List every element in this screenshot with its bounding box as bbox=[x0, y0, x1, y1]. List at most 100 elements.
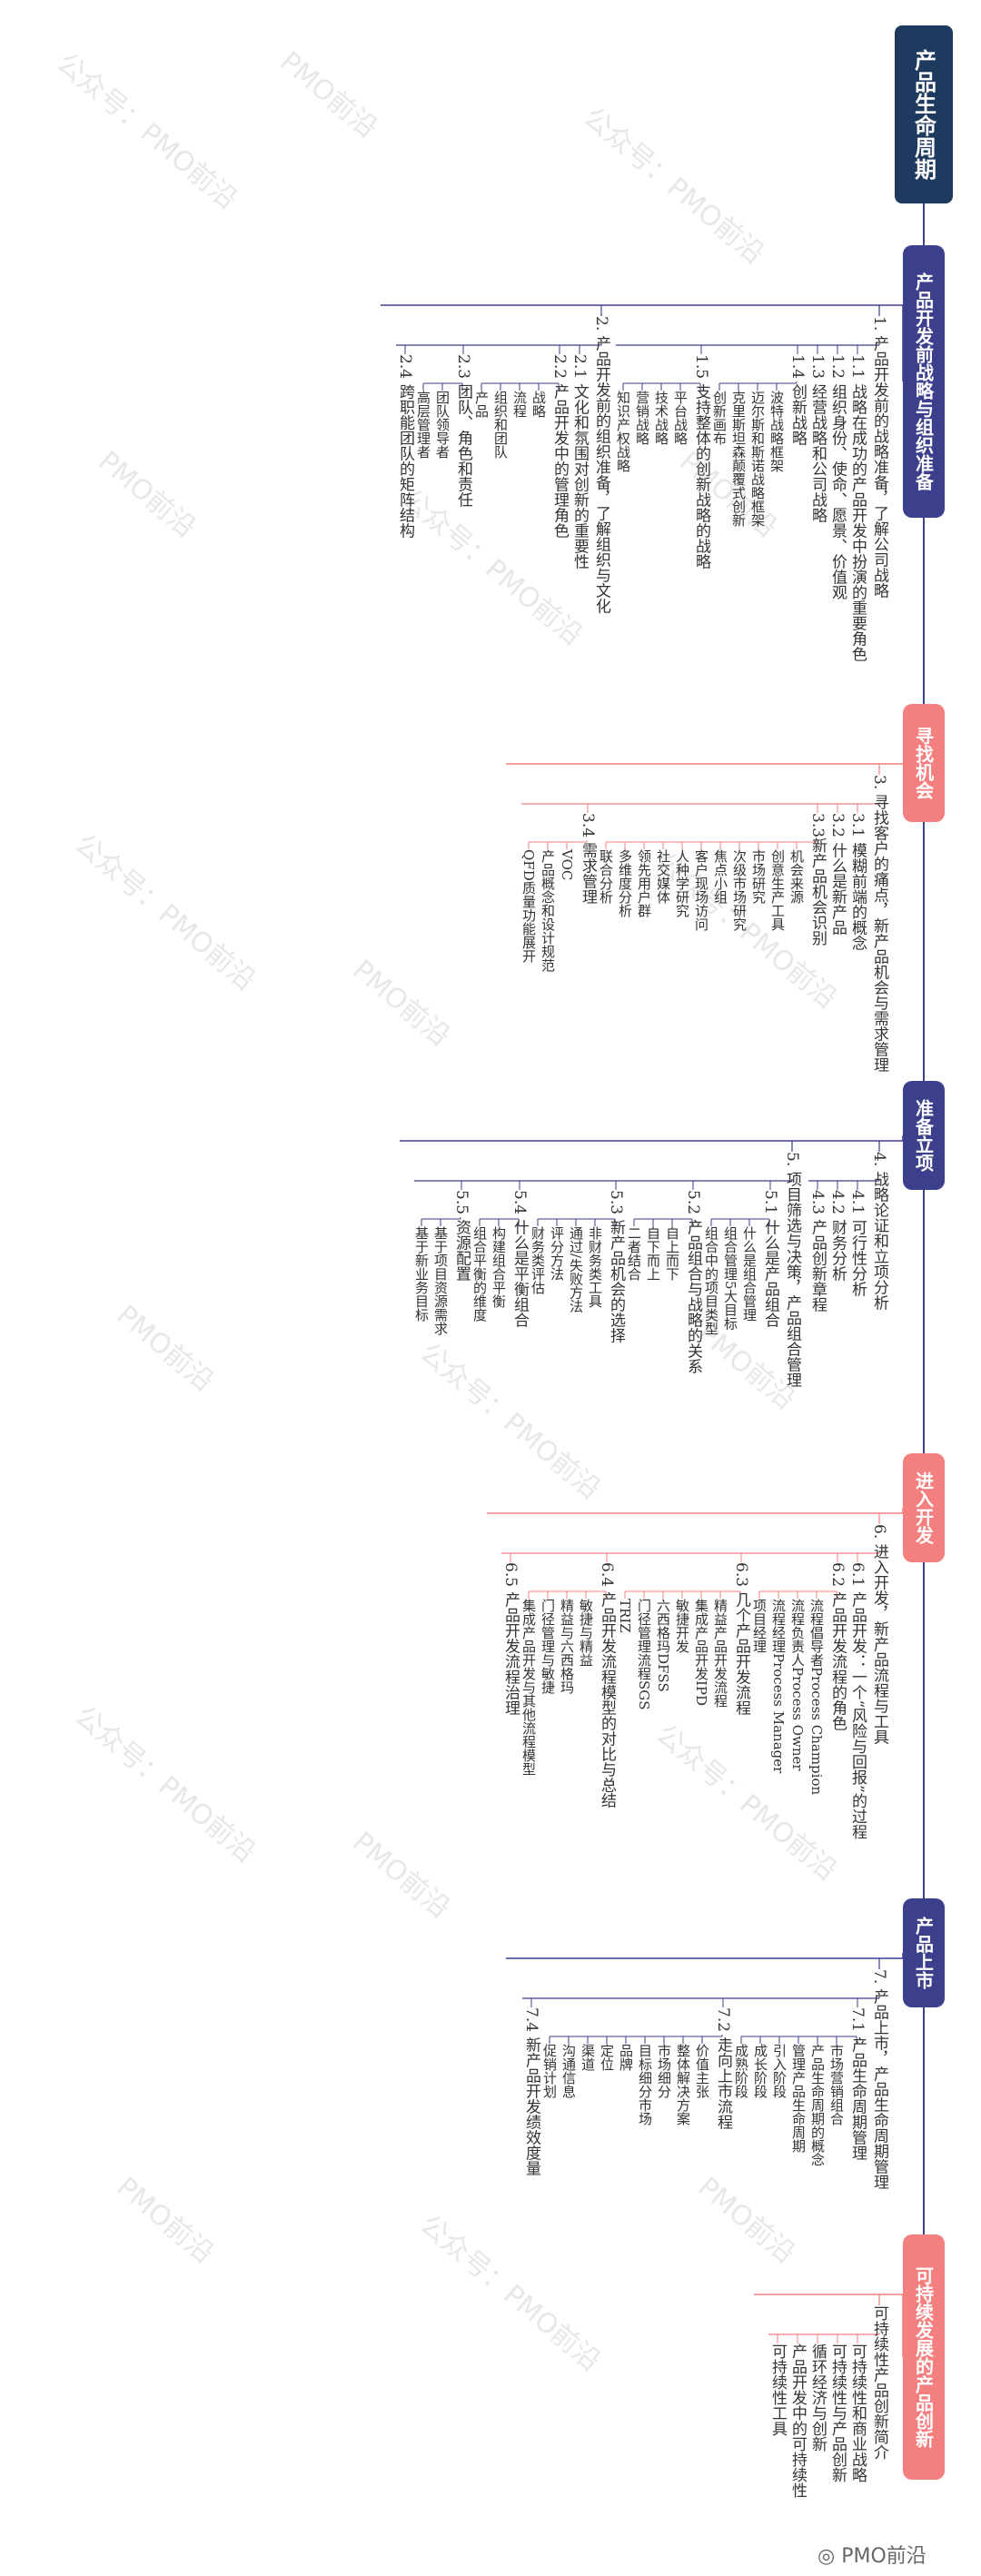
topic-node[interactable]: 7.1 产品生命周期管理 bbox=[848, 2007, 867, 2161]
subtopic-node[interactable]: 引入阶段 bbox=[771, 2044, 788, 2098]
subtopic-node[interactable]: 精益与六西格玛 bbox=[559, 1599, 575, 1694]
topic-node[interactable]: 3.1 模糊前端的概念 bbox=[848, 813, 867, 951]
topic-node[interactable]: 2.4 跨职能团队的矩阵结构 bbox=[396, 354, 414, 539]
root-node[interactable]: 产品生命周期 bbox=[895, 25, 953, 203]
subtopic-node[interactable]: 组织和团队 bbox=[492, 391, 509, 459]
subtopic-node[interactable]: 市场细分 bbox=[656, 2044, 672, 2098]
subtopic-node[interactable]: 战略 bbox=[530, 391, 547, 418]
subtopic-node[interactable]: 门径管理与敏捷 bbox=[540, 1599, 556, 1694]
subtopic-node[interactable]: 门径管理流程SGS bbox=[636, 1599, 652, 1710]
section-node-s3[interactable]: 准备立项 bbox=[903, 1081, 945, 1190]
subtopic-node[interactable]: 通过/失败方法 bbox=[568, 1226, 584, 1313]
subtopic-node[interactable]: 精益产品开发流程 bbox=[712, 1599, 728, 1708]
subtopic-node[interactable]: 组合管理5大目标 bbox=[722, 1226, 738, 1331]
section-node-s5[interactable]: 产品上市 bbox=[903, 1898, 945, 2007]
subtopic-node[interactable]: 敏捷开发 bbox=[674, 1599, 690, 1653]
subtopic-node[interactable]: 二者结合 bbox=[626, 1226, 642, 1281]
topic-node[interactable]: 2.1 文化和氛围对创新的重要性 bbox=[570, 354, 589, 570]
subtopic-node[interactable]: 多维度分析 bbox=[617, 849, 633, 917]
subtopic-node[interactable]: 产品 bbox=[473, 391, 490, 418]
section-node-s1[interactable]: 产品开发前战略与组织准备 bbox=[903, 245, 945, 518]
subtopic-node[interactable]: 整体解决方案 bbox=[675, 2044, 691, 2125]
subtopic-node[interactable]: 市场研究 bbox=[750, 849, 767, 904]
topic-node[interactable]: 4.1 可行性分析 bbox=[848, 1190, 867, 1297]
subtopic-node[interactable]: 高层管理者 bbox=[415, 391, 431, 459]
subtopic-node[interactable]: 产品生命周期的概念 bbox=[809, 2044, 826, 2166]
subtopic-node[interactable]: 项目经理 bbox=[751, 1599, 768, 1653]
group-node[interactable]: 6. 进入开发，新产品流程与工具 bbox=[870, 1524, 888, 1745]
subtopic-node[interactable]: 管理产品生命周期 bbox=[790, 2044, 807, 2153]
topic-node[interactable]: 7.4 新产品开发绩效度量 bbox=[522, 2007, 540, 2176]
topic-node[interactable]: 3.2 什么是新产品 bbox=[828, 813, 847, 936]
subtopic-node[interactable]: 流程负责人Process Owner bbox=[789, 1599, 806, 1771]
subtopic-node[interactable]: 品牌 bbox=[618, 2044, 634, 2071]
topic-node[interactable]: 5.1 什么是产品组合 bbox=[761, 1190, 779, 1328]
group-node[interactable]: 5. 项目筛选与决策，产品组合管理 bbox=[783, 1152, 801, 1388]
subtopic-node[interactable]: 流程经理Process Manager bbox=[770, 1599, 787, 1774]
subtopic-node[interactable]: 成熟阶段 bbox=[733, 2044, 749, 2098]
topic-node[interactable]: 可持续性工具 bbox=[768, 2343, 787, 2436]
subtopic-node[interactable]: QFD质量功能展开 bbox=[520, 849, 537, 963]
subtopic-node[interactable]: 知识产权战略 bbox=[615, 391, 631, 472]
subtopic-node[interactable]: 焦点小组 bbox=[712, 849, 728, 904]
topic-node[interactable]: 6.3 几个产品开发流程 bbox=[732, 1562, 750, 1716]
subtopic-node[interactable]: VOC bbox=[559, 849, 575, 881]
group-node[interactable]: 7. 产品上市，产品生命周期管理 bbox=[870, 1969, 888, 2190]
subtopic-node[interactable]: 营销战略 bbox=[634, 391, 650, 445]
topic-node[interactable]: 6.1 产品开发：一个“风险与回报”的过程 bbox=[848, 1562, 867, 1839]
subtopic-node[interactable]: 基于新业务目标 bbox=[413, 1226, 430, 1322]
topic-node[interactable]: 6.4 产品开发流程模型的对比与总结 bbox=[598, 1562, 616, 1808]
subtopic-node[interactable]: 机会来源 bbox=[788, 849, 805, 904]
topic-node[interactable]: 1.1 战略在成功的产品开发中扮演的重要角色 bbox=[848, 354, 867, 662]
subtopic-node[interactable]: 成长阶段 bbox=[752, 2044, 768, 2098]
subtopic-node[interactable]: 组合中的项目类型 bbox=[703, 1226, 719, 1335]
group-node[interactable]: 4. 战略论证和立项分析 bbox=[870, 1152, 888, 1311]
subtopic-node[interactable]: 领先用户群 bbox=[636, 849, 652, 917]
subtopic-node[interactable]: 创新画布 bbox=[711, 391, 728, 445]
topic-node[interactable]: 5.4 什么是平衡组合 bbox=[510, 1190, 529, 1328]
subtopic-node[interactable]: 流程倡导者Process Champion bbox=[808, 1599, 825, 1796]
topic-node[interactable]: 3.3新产品机会识别 bbox=[808, 813, 827, 946]
subtopic-node[interactable]: 技术战略 bbox=[653, 391, 669, 445]
section-node-s4[interactable]: 进入开发 bbox=[903, 1453, 945, 1562]
group-node[interactable]: 2. 产品开发前的组织准备，了解组织与文化 bbox=[592, 316, 610, 614]
subtopic-node[interactable]: 团队领导者 bbox=[434, 391, 451, 459]
topic-node[interactable]: 6.5 产品开发流程治理 bbox=[501, 1562, 520, 1716]
topic-node[interactable]: 5.5 资源配置 bbox=[452, 1190, 471, 1282]
group-node[interactable]: 可持续性产品创新简介 bbox=[870, 2305, 888, 2460]
subtopic-node[interactable]: 客户现场访问 bbox=[693, 849, 709, 931]
topic-node[interactable]: 1.2 组织身份、使命、愿景、价值观 bbox=[828, 354, 847, 600]
subtopic-node[interactable]: 六西格玛DFSS bbox=[655, 1599, 671, 1692]
subtopic-node[interactable]: 渠道 bbox=[580, 2044, 596, 2071]
subtopic-node[interactable]: 目标细分市场 bbox=[637, 2044, 653, 2125]
subtopic-node[interactable]: 产品概念和设计规范 bbox=[540, 849, 556, 972]
subtopic-node[interactable]: 基于项目资源需求 bbox=[432, 1226, 449, 1335]
topic-node[interactable]: 可持续性和商业战略 bbox=[848, 2343, 867, 2482]
subtopic-node[interactable]: 构建组合平衡 bbox=[490, 1226, 507, 1308]
topic-node[interactable]: 2.3 团队、角色和责任 bbox=[454, 354, 472, 508]
topic-node[interactable]: 产品开发中的可持续性 bbox=[788, 2343, 807, 2498]
topic-node[interactable]: 可持续性与产品创新 bbox=[828, 2343, 847, 2482]
subtopic-node[interactable]: 波特战略框架 bbox=[768, 391, 785, 472]
topic-node[interactable]: 5.3 新产品机会的选择 bbox=[607, 1190, 625, 1343]
subtopic-node[interactable]: 敏捷与精益 bbox=[578, 1599, 594, 1667]
topic-node[interactable]: 4.3 产品创新章程 bbox=[808, 1190, 827, 1313]
subtopic-node[interactable]: 非财务类工具 bbox=[587, 1226, 603, 1308]
topic-node[interactable]: 2.2 产品开发中的管理角色 bbox=[550, 354, 569, 539]
subtopic-node[interactable]: 迈尔斯和斯诺战略框架 bbox=[749, 391, 766, 527]
subtopic-node[interactable]: 促销计划 bbox=[541, 2044, 558, 2098]
subtopic-node[interactable]: 创意生产工具 bbox=[769, 849, 786, 931]
subtopic-node[interactable]: 财务类评估 bbox=[530, 1226, 546, 1294]
subtopic-node[interactable]: 平台战略 bbox=[672, 391, 689, 445]
subtopic-node[interactable]: 自上而下 bbox=[664, 1226, 680, 1281]
subtopic-node[interactable]: 流程 bbox=[511, 391, 528, 418]
subtopic-node[interactable]: 克里斯坦森颠覆式创新 bbox=[730, 391, 747, 527]
subtopic-node[interactable]: 自下而上 bbox=[645, 1226, 661, 1281]
section-node-s2[interactable]: 寻找机会 bbox=[903, 704, 945, 822]
subtopic-node[interactable]: TRIZ bbox=[617, 1599, 633, 1633]
subtopic-node[interactable]: 联合分析 bbox=[598, 849, 614, 904]
topic-node[interactable]: 7.2 走向上市流程 bbox=[714, 2007, 732, 2130]
topic-node[interactable]: 4.2 财务分析 bbox=[828, 1190, 847, 1282]
topic-node[interactable]: 1.3 经营战略和公司战略 bbox=[808, 354, 827, 523]
subtopic-node[interactable]: 次级市场研究 bbox=[731, 849, 748, 931]
